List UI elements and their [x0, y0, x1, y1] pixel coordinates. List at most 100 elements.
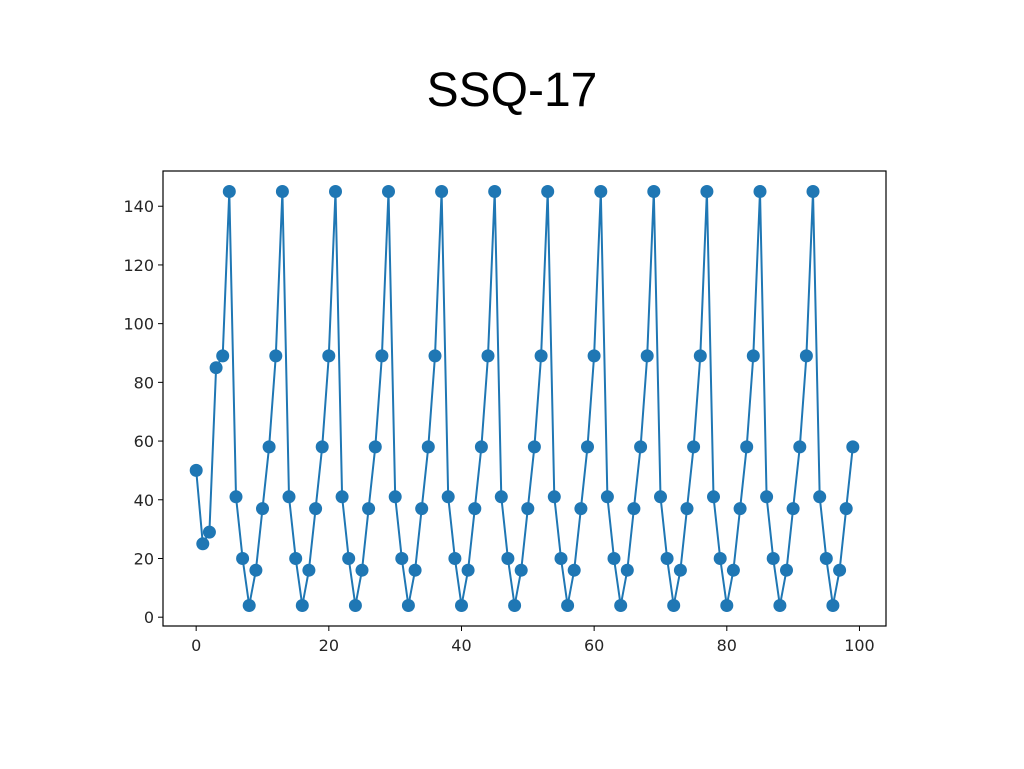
data-point: [275, 185, 289, 198]
data-point: [401, 599, 415, 612]
data-point: [322, 349, 336, 363]
y-tick-label: 120: [123, 256, 154, 275]
data-point: [527, 440, 541, 454]
data-point: [561, 599, 575, 612]
data-point: [806, 185, 820, 198]
data-point: [189, 463, 203, 477]
data-point: [229, 490, 243, 504]
data-point: [514, 563, 528, 577]
data-point: [700, 185, 714, 198]
data-point: [746, 349, 760, 363]
data-point: [461, 563, 475, 577]
data-point: [382, 185, 395, 198]
data-point: [202, 525, 216, 539]
data-point: [594, 185, 608, 198]
data-point: [256, 502, 269, 516]
x-tick-label: 100: [844, 636, 875, 655]
data-point: [262, 440, 276, 454]
data-point: [375, 349, 389, 363]
data-point: [673, 563, 687, 577]
data-point: [660, 552, 674, 565]
data-point: [786, 502, 800, 516]
data-point: [315, 440, 329, 454]
data-point: [249, 563, 263, 577]
data-point: [726, 563, 740, 577]
data-point: [289, 552, 303, 565]
y-tick-label: 40: [134, 491, 154, 510]
data-point: [667, 599, 681, 612]
data-point: [733, 502, 747, 516]
data-point: [342, 552, 356, 565]
data-point: [309, 502, 323, 516]
data-point: [647, 185, 661, 198]
slide-title: SSQ-17: [426, 64, 598, 117]
data-point: [335, 490, 349, 504]
data-point: [614, 599, 628, 612]
data-point: [521, 502, 535, 516]
data-point: [760, 490, 774, 504]
data-point: [421, 440, 435, 454]
data-point: [368, 440, 382, 454]
data-point: [348, 599, 362, 612]
data-point: [687, 440, 701, 454]
data-point: [640, 349, 654, 363]
data-point: [501, 552, 515, 565]
data-point: [799, 349, 813, 363]
y-tick-label: 140: [123, 197, 154, 216]
data-point: [634, 440, 648, 454]
x-tick-label: 20: [319, 636, 339, 655]
data-point: [839, 502, 853, 516]
data-point: [302, 563, 316, 577]
y-tick-label: 0: [144, 608, 154, 627]
data-point: [481, 349, 495, 363]
data-point: [329, 185, 342, 198]
data-point: [607, 552, 621, 565]
data-point: [534, 349, 548, 363]
data-point: [554, 552, 568, 565]
y-tick-label: 100: [123, 315, 154, 334]
data-point: [474, 440, 488, 454]
x-tick-label: 40: [451, 636, 471, 655]
data-point: [269, 349, 283, 363]
axis-layer: 0 20 40 60 80 100 0 20 40 60 80 100 120 140: [123, 197, 874, 655]
data-point: [395, 552, 409, 565]
y-tick-label: 80: [134, 373, 154, 392]
y-tick-label: 20: [134, 549, 154, 568]
data-point: [793, 440, 807, 454]
series-line: [195, 190, 854, 607]
data-point: [826, 599, 840, 612]
data-point: [833, 563, 847, 577]
data-point: [408, 563, 422, 577]
data-point: [567, 563, 581, 577]
data-point: [448, 552, 462, 565]
data-point: [740, 440, 754, 454]
data-point: [720, 599, 734, 612]
data-point: [236, 552, 250, 565]
data-point: [441, 490, 455, 504]
data-point: [620, 563, 634, 577]
data-point: [773, 599, 787, 612]
x-tick-label: 60: [584, 636, 604, 655]
data-point: [581, 440, 594, 454]
data-point: [813, 490, 827, 504]
plot-frame: [162, 170, 887, 627]
data-point: [541, 185, 555, 198]
data-point: [282, 490, 296, 504]
data-point: [707, 490, 720, 504]
data-point: [455, 599, 468, 612]
data-point: [819, 552, 833, 565]
data-point: [435, 185, 449, 198]
data-point: [388, 490, 402, 504]
data-point: [209, 361, 223, 375]
data-point: [222, 185, 236, 198]
series-layer: [189, 185, 860, 612]
data-point: [355, 563, 369, 577]
data-point: [468, 502, 482, 516]
data-point: [587, 349, 601, 363]
data-point: [415, 502, 429, 516]
data-point: [508, 599, 522, 612]
data-point: [627, 502, 641, 516]
data-point: [654, 490, 667, 504]
data-point: [295, 599, 309, 612]
